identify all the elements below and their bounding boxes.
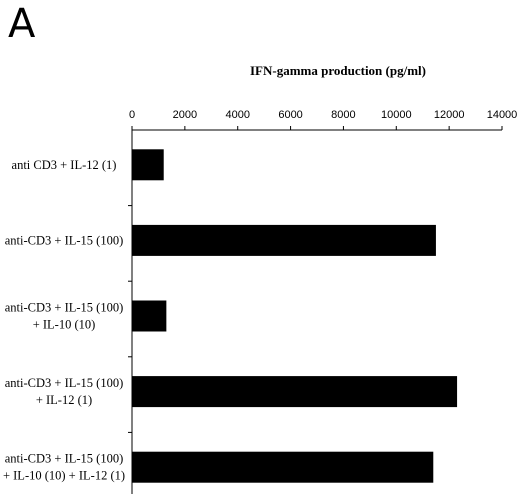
x-tick-label: 12000 <box>434 109 465 121</box>
x-tick-label: 14000 <box>487 109 518 121</box>
x-tick-label: 2000 <box>173 109 197 121</box>
category-label: anti CD3 + IL-12 (1) <box>12 158 117 172</box>
x-tick-label: 4000 <box>225 109 249 121</box>
category-label-line: + IL-10 (10) <box>33 318 96 332</box>
x-tick-label: 10000 <box>381 109 412 121</box>
x-tick-label: 8000 <box>331 109 355 121</box>
bar <box>132 149 164 181</box>
category-label-line: + IL-12 (1) <box>36 393 92 407</box>
category-label-line: anti CD3 + IL-12 (1) <box>12 158 117 172</box>
category-label-line: anti-CD3 + IL-15 (100) <box>5 301 123 315</box>
category-label: anti-CD3 + IL-15 (100) + IL-10 (10) <box>5 301 123 332</box>
x-tick-label: 0 <box>129 109 135 121</box>
bar <box>132 224 436 256</box>
category-label: anti-CD3 + IL-15 (100) <box>5 233 123 247</box>
chart-title: IFN-gamma production (pg/ml) <box>250 63 426 78</box>
category-label: anti-CD3 + IL-15 (100) + IL-10 (10) + IL-… <box>3 452 125 483</box>
category-label-line: anti-CD3 + IL-15 (100) <box>5 233 123 247</box>
category-label: anti-CD3 + IL-15 (100) + IL-12 (1) <box>5 376 123 407</box>
panel-letter: A <box>8 1 36 47</box>
bar <box>132 451 434 483</box>
category-label-line: anti-CD3 + IL-15 (100) <box>5 376 123 390</box>
category-label-line: anti-CD3 + IL-15 (100) <box>5 452 123 466</box>
category-label-line: + IL-10 (10) + IL-12 (1) <box>3 469 125 483</box>
x-tick-label: 6000 <box>278 109 302 121</box>
bar <box>132 300 167 332</box>
bar <box>132 376 458 408</box>
